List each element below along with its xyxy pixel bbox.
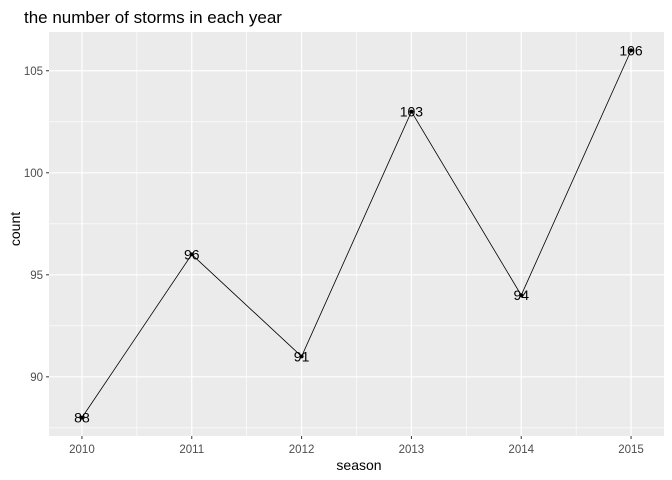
x-axis-title: season <box>336 457 381 473</box>
data-point <box>299 354 304 359</box>
data-label: 96 <box>184 246 200 262</box>
data-label: 88 <box>74 410 90 426</box>
y-tick-label: 100 <box>24 168 43 180</box>
y-tick-label: 95 <box>30 270 43 282</box>
minor-gridlines <box>49 32 664 436</box>
data-point <box>409 109 414 114</box>
data-label: 106 <box>619 42 643 58</box>
chart-title: the number of storms in each year <box>24 8 282 27</box>
data-label: 94 <box>513 287 529 303</box>
x-tick-label: 2012 <box>289 444 315 456</box>
data-points <box>79 48 634 420</box>
y-axis-title: count <box>7 212 23 246</box>
y-tick-label: 90 <box>30 372 43 384</box>
data-labels: 88 96 91 103 94 106 <box>74 42 643 425</box>
major-gridlines <box>49 32 664 436</box>
data-point <box>189 252 194 257</box>
series-line-layer <box>81 50 632 418</box>
data-point <box>79 415 84 420</box>
axes: 90 95 100 105 2010 2011 2012 2013 2014 2015 <box>24 66 644 456</box>
data-point <box>629 48 634 53</box>
data-label: 91 <box>294 348 310 364</box>
x-tick-label: 2011 <box>179 444 204 456</box>
data-label: 103 <box>400 104 424 120</box>
series-line <box>81 50 632 418</box>
x-tick-label: 2015 <box>618 444 644 456</box>
y-tick-label: 105 <box>24 66 43 78</box>
data-point <box>519 293 524 298</box>
x-tick-label: 2013 <box>399 444 425 456</box>
x-tick-label: 2014 <box>508 444 534 456</box>
x-tick-label: 2010 <box>69 444 95 456</box>
